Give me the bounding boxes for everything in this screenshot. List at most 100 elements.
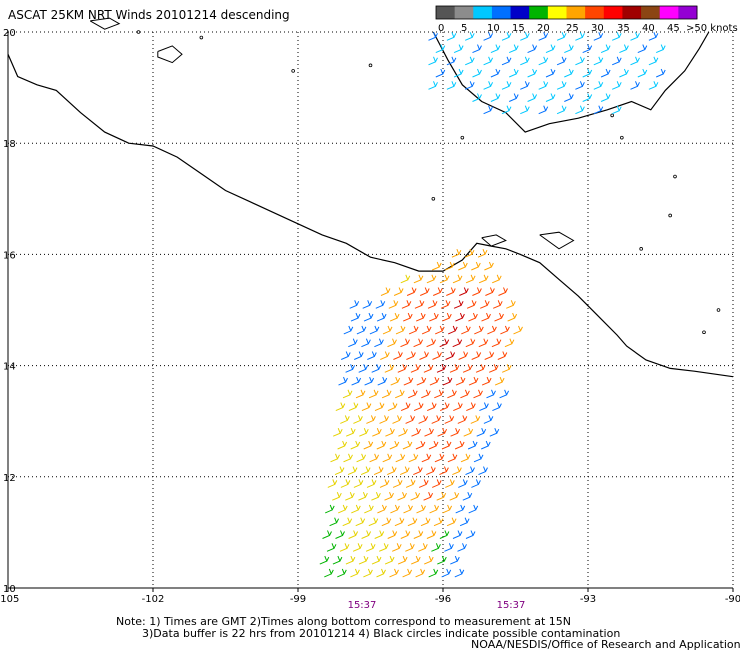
legend-swatch	[454, 6, 474, 19]
wind-barb	[366, 415, 376, 424]
wind-barb	[440, 300, 451, 309]
wind-barb	[335, 402, 346, 412]
wind-barb	[564, 44, 574, 54]
wind-barb	[490, 44, 501, 54]
wind-barb	[538, 32, 549, 41]
legend-swatch	[547, 6, 567, 19]
legend-tick-label: 15	[512, 23, 525, 34]
wind-barb	[465, 81, 475, 90]
wind-barb	[358, 492, 368, 501]
wind-barb	[332, 555, 343, 565]
wind-barb	[426, 274, 437, 284]
wind-barb	[411, 428, 421, 437]
wind-barb	[637, 68, 648, 78]
wind-barb	[454, 568, 465, 578]
wind-barb	[319, 555, 330, 565]
wind-barb	[490, 68, 501, 78]
wind-barb	[423, 364, 434, 373]
wind-barb	[468, 376, 479, 386]
wind-barb	[582, 44, 593, 54]
wind-barb	[389, 568, 399, 578]
wind-barb	[405, 479, 416, 488]
wind-barb	[387, 530, 398, 539]
legend-tick-label: 35	[617, 23, 630, 34]
wind-barb	[575, 105, 585, 115]
wind-barb	[351, 376, 362, 386]
wind-barb	[435, 44, 446, 54]
legend-swatch	[566, 6, 586, 19]
small-lake	[702, 330, 706, 335]
wind-barb	[575, 56, 585, 66]
small-lake	[291, 69, 295, 73]
small-lake	[610, 113, 614, 118]
wind-barb	[485, 287, 495, 296]
wind-barb	[476, 428, 487, 437]
wind-barb	[427, 300, 438, 309]
wind-barb	[452, 530, 463, 539]
wind-barb	[356, 453, 367, 463]
wind-barb	[387, 338, 397, 348]
wind-barb	[433, 287, 443, 296]
wind-barb	[490, 93, 501, 102]
legend-swatch	[436, 6, 456, 19]
wind-barb	[363, 440, 374, 450]
axis-labels: 20 18 16 14 12 10-105 -102 -99 -96 -93 -90 15:37 15:…	[0, 28, 740, 611]
wind-barb	[429, 504, 440, 514]
wind-barb	[390, 376, 401, 386]
wind-barb	[477, 249, 488, 258]
wind-barb	[434, 453, 445, 463]
wind-barb	[465, 56, 475, 66]
wind-barb	[358, 555, 369, 565]
legend-swatch	[491, 6, 512, 19]
wind-barb	[410, 364, 421, 373]
wind-barb	[486, 389, 496, 399]
wind-barb	[432, 479, 442, 488]
note-line-1: Note: 1) Times are GMT 2)Times along bot…	[116, 615, 571, 628]
wind-barb	[428, 32, 438, 41]
wind-barb	[334, 466, 345, 476]
wind-barb	[446, 81, 457, 90]
legend-swatch	[641, 6, 661, 19]
wind-barb	[612, 32, 622, 41]
wind-barb	[520, 32, 530, 41]
wind-barb	[332, 492, 342, 501]
wind-barb	[405, 543, 415, 552]
legend-frame	[435, 5, 698, 20]
wind-barb	[411, 555, 421, 565]
wind-barb	[398, 428, 408, 437]
wind-barb	[380, 287, 391, 296]
wind-barb	[431, 415, 442, 424]
legend-tick-label: 5	[461, 23, 467, 34]
wind-barb	[452, 274, 463, 284]
wind-barb	[368, 517, 379, 527]
wind-barb	[498, 287, 508, 296]
wind-barb	[416, 504, 426, 514]
wind-barb	[612, 81, 622, 90]
wind-barb	[501, 32, 512, 41]
wind-barb	[656, 68, 666, 78]
wind-barb	[447, 389, 457, 399]
lat-label: 20	[3, 28, 16, 39]
wind-barb	[437, 428, 448, 437]
wind-barb	[418, 415, 429, 424]
wind-barb	[459, 287, 469, 296]
lake-outline	[539, 231, 575, 250]
legend-swatch	[510, 6, 530, 19]
wind-barb	[451, 249, 462, 258]
wind-barb	[406, 351, 416, 360]
wind-barb	[419, 479, 429, 488]
legend-swatch	[622, 6, 642, 19]
wind-barb	[329, 517, 340, 527]
lon-label: -93	[580, 594, 596, 605]
wind-barb	[439, 274, 450, 284]
wind-barb	[369, 453, 380, 463]
wind-barb	[556, 105, 567, 115]
wind-barb	[446, 32, 457, 41]
wind-barb	[362, 300, 373, 309]
wind-barb	[413, 274, 424, 284]
wind-barb	[384, 364, 395, 373]
wind-barb	[458, 351, 469, 360]
wind-barb	[353, 479, 364, 488]
lake-outline	[157, 45, 183, 64]
wind-barb	[345, 492, 355, 501]
